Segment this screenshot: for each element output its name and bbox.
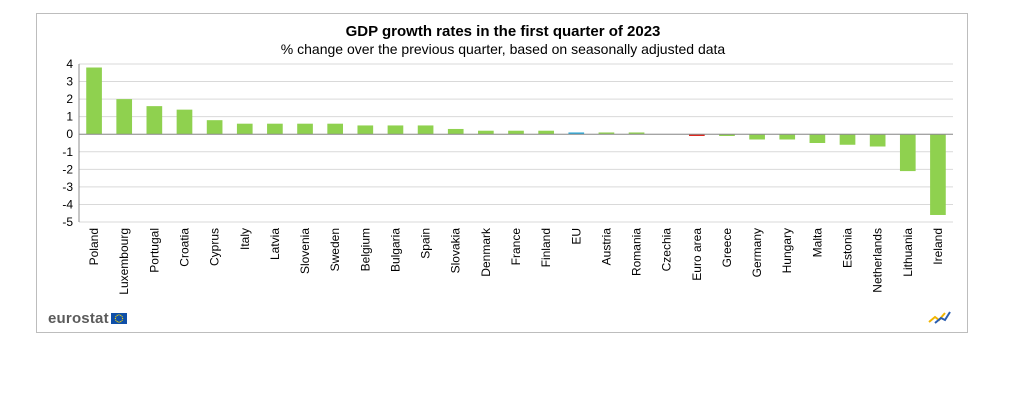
chart-frame: GDP growth rates in the first quarter of… [36, 13, 968, 333]
bar-latvia [267, 123, 283, 135]
x-tick-label: Sweden [328, 228, 342, 271]
x-tick-label: Romania [630, 228, 644, 276]
y-tick-label: -2 [62, 162, 73, 176]
x-tick-label: Lithuania [901, 228, 915, 277]
bar-portugal [146, 106, 163, 135]
x-tick-label: Denmark [479, 227, 493, 277]
x-tick-label: Hungary [780, 228, 794, 273]
x-tick-label: Estonia [841, 228, 855, 268]
x-tick-label: Latvia [268, 228, 282, 260]
bar-poland [86, 67, 102, 135]
bar-ireland [930, 134, 946, 215]
logo-text: eurostat [48, 310, 109, 327]
x-tick-label: EU [569, 228, 583, 245]
y-tick-label: 0 [66, 127, 73, 141]
bar-chart: GDP growth rates in the first quarter of… [62, 23, 953, 295]
bar-cyprus [206, 120, 223, 135]
x-tick-label: Belgium [358, 228, 372, 271]
y-tick-label: 2 [66, 92, 73, 106]
chart-title: GDP growth rates in the first quarter of… [346, 23, 661, 40]
x-tick-label: Germany [750, 228, 764, 277]
bar-germany [749, 134, 765, 140]
x-tick-label: Croatia [177, 228, 191, 267]
bar-croatia [176, 109, 193, 135]
y-tick-label: -1 [62, 145, 73, 159]
bars [86, 67, 946, 215]
y-tick-label: -3 [62, 180, 73, 194]
x-tick-label: Greece [720, 228, 734, 268]
bar-spain [417, 125, 434, 135]
x-tick-label: Austria [599, 228, 613, 266]
bar-finland [538, 130, 554, 135]
bar-greece [719, 134, 735, 136]
bar-bulgaria [387, 125, 404, 135]
x-tick-label: Czechia [660, 228, 674, 272]
x-tick-label: Bulgaria [388, 228, 402, 272]
x-tick-label: Malta [810, 228, 824, 258]
bar-italy [236, 123, 253, 135]
x-tick-label: Slovenia [298, 228, 312, 274]
x-tick-label: Euro area [690, 228, 704, 281]
bar-malta [809, 134, 826, 143]
statistics-trend-icon [928, 311, 951, 324]
x-tick-label: Cyprus [208, 228, 222, 266]
bar-euro-area [688, 134, 705, 136]
y-tick-label: 3 [66, 75, 73, 89]
x-tick-label: Finland [539, 228, 553, 267]
bar-eu [568, 132, 585, 135]
y-axis-ticks: 4 3 2 1 0 -1 -2 -3 -4 -5 [62, 57, 73, 229]
bar-austria [598, 132, 615, 135]
bar-romania [628, 132, 645, 135]
x-tick-label: Slovakia [449, 228, 463, 274]
x-tick-label: Netherlands [871, 228, 885, 293]
bar-slovenia [297, 123, 313, 135]
chart-subtitle: % change over the previous quarter, base… [281, 41, 726, 57]
bar-hungary [779, 134, 796, 140]
bar-france [508, 130, 524, 135]
bar-belgium [357, 125, 374, 135]
bar-denmark [478, 130, 494, 135]
y-tick-label: 1 [66, 110, 73, 124]
x-tick-label: Ireland [931, 228, 945, 265]
x-tick-label: Portugal [147, 228, 161, 273]
bar-lithuania [899, 134, 916, 172]
bar-sweden [327, 123, 344, 135]
x-axis-labels: Poland Luxembourg Portugal Croatia Cyprus Ita… [87, 227, 945, 295]
eurostat-logo: eurostat [48, 310, 127, 327]
x-tick-label: Poland [87, 228, 101, 265]
eu-flag-icon [110, 313, 127, 324]
bar-estonia [839, 134, 856, 145]
bar-netherlands [869, 134, 886, 147]
bar-slovakia [447, 128, 464, 135]
y-tick-label: -5 [62, 215, 73, 229]
y-tick-label: -4 [62, 197, 73, 211]
x-tick-label: Spain [419, 228, 433, 259]
x-tick-label: France [509, 228, 523, 266]
bar-luxembourg [116, 99, 133, 135]
x-tick-label: Italy [238, 228, 252, 250]
x-tick-label: Luxembourg [117, 228, 131, 295]
y-tick-label: 4 [66, 57, 73, 71]
